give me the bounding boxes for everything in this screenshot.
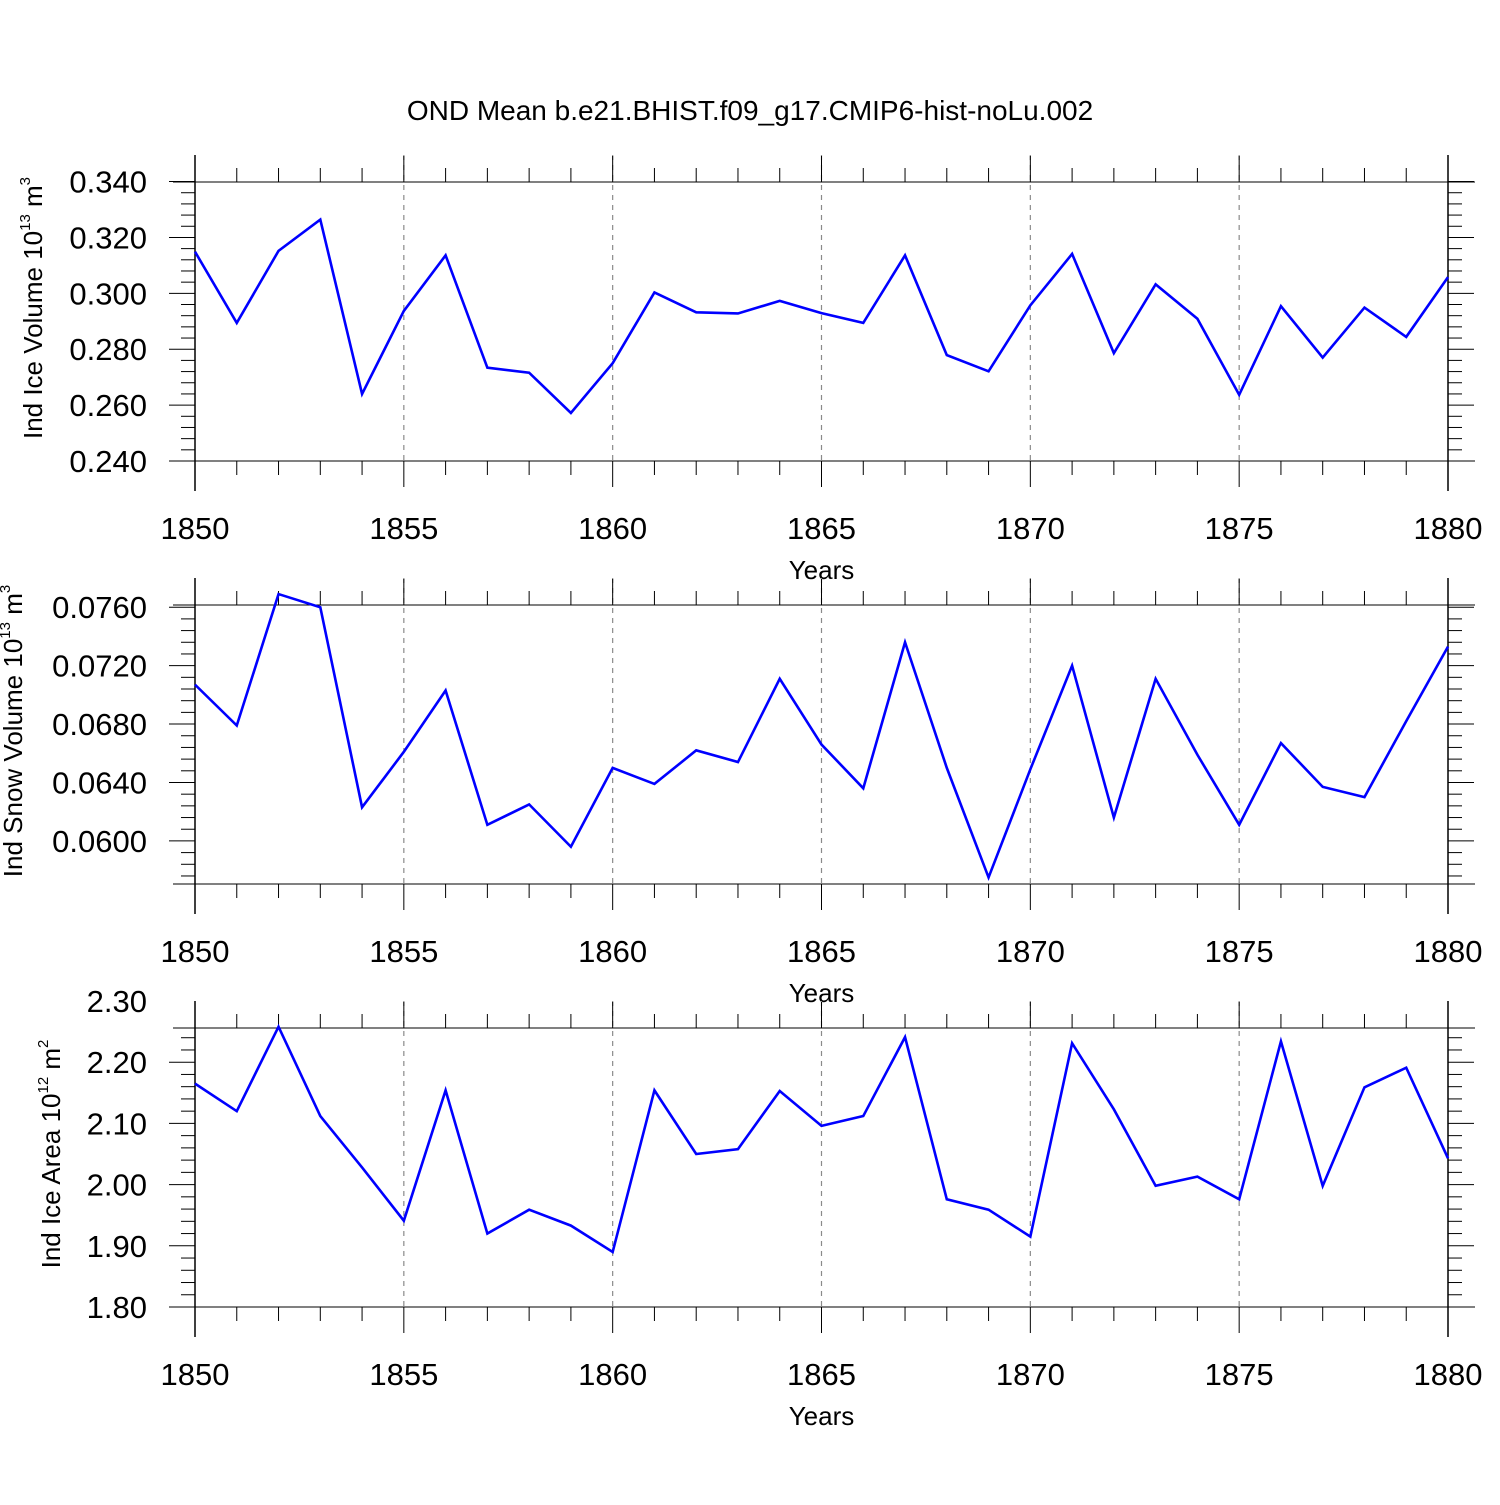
x-axis-title: Years: [789, 1401, 855, 1431]
x-tick-label: 1860: [578, 511, 647, 546]
chart-title: OND Mean b.e21.BHIST.f09_g17.CMIP6-hist-…: [407, 95, 1093, 126]
x-tick-label: 1855: [369, 511, 438, 546]
x-tick-label: 1865: [787, 934, 856, 969]
y-tick-label: 0.0680: [52, 707, 147, 742]
x-tick-label: 1875: [1205, 934, 1274, 969]
x-tick-label: 1855: [369, 1357, 438, 1392]
y-tick-label: 2.00: [87, 1168, 147, 1203]
y-tick-label: 0.240: [69, 444, 147, 479]
y-tick-label: 2.20: [87, 1045, 147, 1080]
y-tick-label: 2.30: [87, 984, 147, 1019]
y-tick-label: 0.260: [69, 388, 147, 423]
series-line: [195, 594, 1448, 877]
y-tick-label: 0.340: [69, 165, 147, 200]
x-tick-label: 1870: [996, 934, 1065, 969]
x-tick-label: 1860: [578, 1357, 647, 1392]
y-tick-label: 0.0720: [52, 649, 147, 684]
x-tick-label: 1880: [1414, 1357, 1483, 1392]
series-line: [195, 1027, 1448, 1252]
x-tick-label: 1850: [161, 1357, 230, 1392]
y-tick-label: 0.0760: [52, 590, 147, 625]
x-tick-label: 1855: [369, 934, 438, 969]
chart-panel-3: 1850 1855 1860 1865 1870 1875 1880 Years 1.80 1.9…: [35, 984, 1482, 1431]
y-tick-label: 0.280: [69, 332, 147, 367]
x-tick-label: 1875: [1205, 1357, 1274, 1392]
y-axis-title: Ind Ice Area 1012 m2: [35, 1040, 66, 1269]
x-tick-label: 1875: [1205, 511, 1274, 546]
y-tick-label: 0.300: [69, 276, 147, 311]
x-tick-label: 1870: [996, 511, 1065, 546]
x-tick-label: 1850: [161, 511, 230, 546]
y-tick-label: 0.0640: [52, 765, 147, 800]
x-tick-label: 1870: [996, 1357, 1065, 1392]
x-tick-label: 1850: [161, 934, 230, 969]
y-tick-label: 2.10: [87, 1106, 147, 1141]
x-tick-label: 1865: [787, 1357, 856, 1392]
x-tick-label: 1865: [787, 511, 856, 546]
x-tick-label: 1860: [578, 934, 647, 969]
y-tick-label: 1.90: [87, 1229, 147, 1264]
y-axis-title: Ind Snow Volume 1013 m3: [0, 585, 28, 877]
y-tick-label: 0.320: [69, 220, 147, 255]
x-tick-label: 1880: [1414, 511, 1483, 546]
y-tick-label: 0.0600: [52, 824, 147, 859]
y-axis-title: Ind Ice Volume 1013 m3: [17, 177, 48, 439]
x-tick-label: 1880: [1414, 934, 1483, 969]
y-tick-label: 1.80: [87, 1290, 147, 1325]
